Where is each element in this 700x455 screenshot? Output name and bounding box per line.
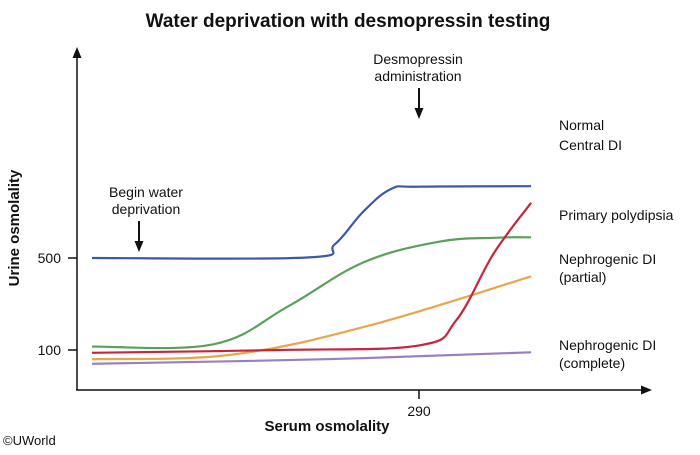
- series-label-nephrogenic-di-complete-line1: Nephrogenic DI: [559, 337, 656, 353]
- annotation-desmopressin-line2: administration: [374, 68, 461, 84]
- series-line-nephrogenic-di-partial: [92, 276, 531, 359]
- annotation-arrowhead-desmopressin: [415, 108, 424, 119]
- y-tick-label-100: 100: [38, 342, 62, 358]
- annotation-begin-water-deprivation-line1: Begin water: [109, 184, 183, 200]
- annotation-desmopressin-line1: Desmopressin: [373, 51, 462, 67]
- copyright-text: ©UWorld: [3, 433, 56, 448]
- series-line-primary-polydipsia: [92, 237, 531, 348]
- annotation-arrowhead-begin-water-deprivation: [135, 241, 144, 252]
- x-axis-title: Serum osmolality: [264, 418, 390, 435]
- annotation-begin-water-deprivation-line2: deprivation: [112, 201, 181, 217]
- series-label-nephrogenic-di-partial-line1: Nephrogenic DI: [559, 251, 656, 267]
- y-axis-arrowhead: [73, 47, 82, 58]
- x-axis-arrowhead: [641, 386, 652, 395]
- series-label-primary-polydipsia: Primary polydipsia: [559, 207, 674, 223]
- x-tick-label-290: 290: [407, 403, 431, 419]
- series-line-central-di: [92, 203, 531, 353]
- series-label-normal: Normal: [559, 117, 604, 133]
- annotation-begin-water-deprivation: Begin water deprivation: [109, 184, 183, 252]
- ticks: 500 100 290: [38, 250, 431, 419]
- y-axis-title: Urine osmolality: [6, 169, 23, 286]
- chart-title: Water deprivation with desmopressin test…: [146, 11, 551, 32]
- series-label-nephrogenic-di-complete-line2: (complete): [559, 355, 625, 371]
- series-labels: Normal Central DI Primary polydipsia Nep…: [559, 117, 674, 371]
- series-label-nephrogenic-di-partial-line2: (partial): [559, 269, 606, 285]
- y-tick-label-500: 500: [38, 250, 62, 266]
- annotation-desmopressin-administration: Desmopressin administration: [373, 51, 462, 119]
- series-label-central-di: Central DI: [559, 137, 622, 153]
